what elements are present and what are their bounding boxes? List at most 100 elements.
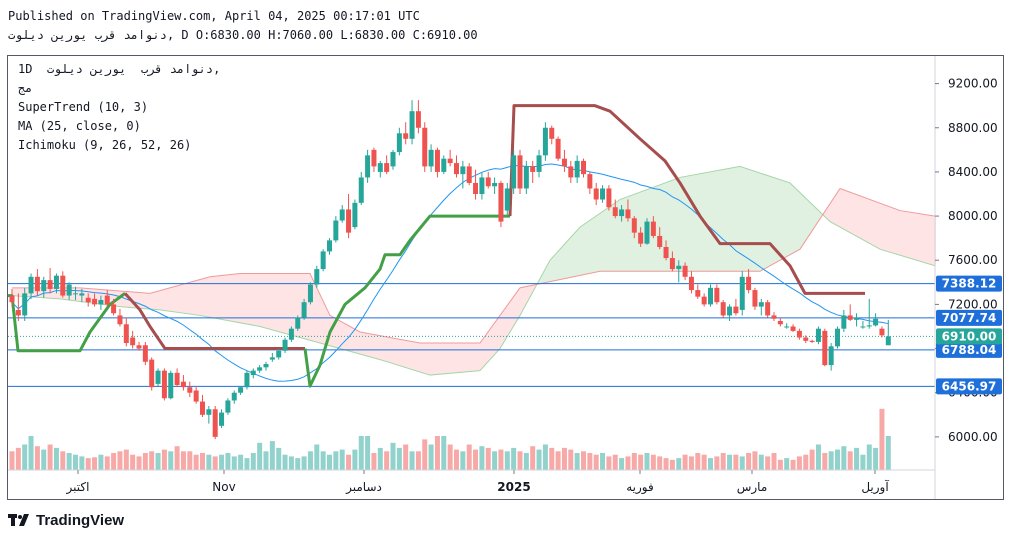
volume-bar — [358, 436, 364, 470]
candle-body — [752, 290, 758, 307]
cloud-segment — [222, 275, 225, 321]
candle-body — [606, 188, 612, 208]
volume-bar — [161, 449, 167, 470]
candle-body — [346, 209, 352, 233]
cloud-segment — [630, 194, 633, 272]
volume-bar — [447, 444, 453, 470]
candle-body — [352, 202, 358, 228]
volume-bar — [561, 447, 567, 470]
level-label-box — [936, 309, 1002, 326]
y-tick-label: 8400.00 — [948, 165, 998, 179]
volume-bar — [498, 449, 504, 470]
volume-bar — [136, 456, 142, 470]
volume-bar — [574, 453, 580, 470]
volume-bar — [708, 458, 713, 470]
cloud-segment — [339, 320, 342, 350]
cloud-segment — [378, 335, 381, 360]
candle-body — [485, 177, 491, 187]
candle-body — [231, 392, 237, 401]
candle-body — [320, 251, 326, 270]
cloud-segment — [768, 175, 771, 267]
candle-body — [98, 299, 104, 305]
cloud-segment — [141, 292, 144, 309]
volume-bar — [682, 454, 688, 470]
candle-body — [327, 240, 332, 252]
legend-supertrend[interactable]: SuperTrend (10, 3) — [18, 100, 149, 114]
candle-body — [371, 149, 377, 167]
candle-body — [517, 155, 523, 189]
candle-body — [117, 315, 123, 325]
volume-bar — [276, 447, 282, 470]
cloud-segment — [315, 283, 318, 343]
candle-body — [53, 275, 59, 289]
cloud-segment — [177, 285, 180, 313]
candle-body — [219, 412, 225, 426]
candle-body — [288, 328, 294, 340]
cloud-segment — [402, 339, 405, 368]
cloud-segment — [426, 343, 429, 375]
cloud-segment — [660, 183, 663, 272]
cloud-segment — [192, 280, 195, 315]
cloud-segment — [423, 343, 426, 374]
cloud-segment — [549, 258, 552, 282]
cloud-segment — [699, 173, 702, 272]
candle-body — [206, 409, 212, 415]
cloud-segment — [267, 273, 270, 330]
cloud-segment — [786, 181, 789, 257]
ohlc-line: دنوامد قرب یورین دیلوت, D O:6830.00 H:70… — [8, 28, 478, 42]
volume-bar — [657, 456, 663, 470]
legend-symbol: 1D دنوامد قرب یورین دیلوت, — [18, 62, 221, 76]
cloud-segment — [765, 174, 768, 269]
candle-body — [422, 127, 428, 167]
volume-bar — [244, 458, 250, 470]
cloud-segment — [924, 214, 927, 264]
cloud-segment — [783, 180, 786, 259]
cloud-segment — [279, 273, 282, 333]
candle-body — [714, 287, 720, 303]
volume-bar — [885, 436, 891, 470]
candle-body — [73, 293, 78, 295]
legend-ma[interactable]: MA (25, close, 0) — [18, 119, 141, 133]
volume-bar — [92, 457, 98, 470]
volume-bar — [733, 454, 739, 470]
cloud-segment — [447, 343, 450, 374]
cloud-segment — [813, 205, 816, 230]
candle-body — [473, 182, 479, 194]
ichimoku-span-a — [11, 165, 936, 376]
cloud-segment — [498, 314, 501, 351]
cloud-segment — [762, 173, 765, 271]
cloud-segment — [252, 273, 255, 326]
x-tick-label: Nov — [212, 480, 235, 494]
cloud-segment — [597, 213, 600, 272]
brand[interactable]: TradingView — [8, 512, 124, 529]
last-price-label: 6910.00 — [942, 329, 997, 343]
volume-bar — [530, 446, 536, 470]
legend-ichimoku[interactable]: Ichimoku (9, 26, 52, 26) — [18, 138, 192, 152]
cloud-segment — [171, 286, 174, 312]
candle-body — [638, 232, 644, 244]
cloud-segment — [603, 209, 606, 272]
y-tick-label: 7200.00 — [948, 297, 998, 311]
cloud-segment — [753, 170, 756, 272]
cloud-segment — [174, 285, 177, 313]
cloud-segment — [501, 309, 504, 347]
cloud-segment — [528, 285, 531, 301]
volume-bar — [301, 456, 307, 470]
cloud-segment — [237, 273, 240, 323]
tradingview-logo-icon — [8, 513, 29, 526]
candle-body — [92, 298, 98, 305]
candle-body — [511, 155, 517, 189]
volume-bar — [676, 458, 682, 470]
cloud-segment — [318, 290, 321, 344]
cloud-segment — [405, 340, 408, 369]
volume-bar — [600, 453, 606, 470]
candle-body — [555, 138, 561, 159]
candle-body — [180, 381, 186, 388]
candle-body — [879, 328, 885, 336]
volume-bar — [771, 453, 777, 470]
y-tick-label: 8800.00 — [948, 121, 998, 135]
volume-bar — [333, 451, 339, 470]
volume-bar — [638, 454, 644, 470]
volume-bar — [98, 454, 104, 470]
